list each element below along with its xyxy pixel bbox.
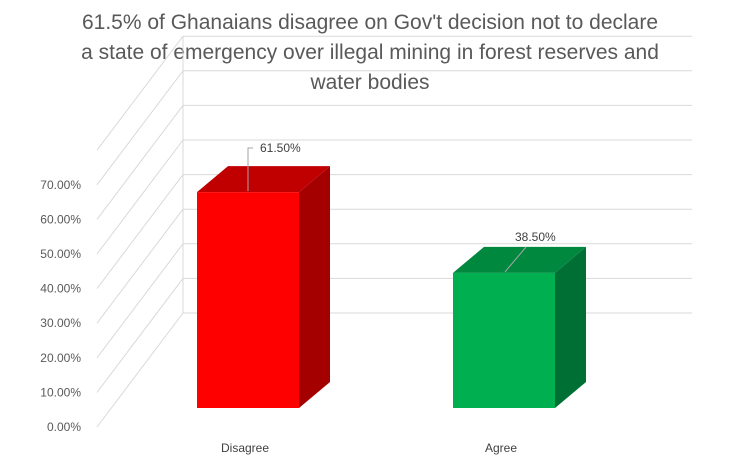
data-label-leader (247, 147, 253, 192)
gridline-diagonal (96, 208, 184, 324)
gridline-diagonal (96, 243, 184, 359)
chart-title-line-2: a state of emergency over illegal mining… (81, 41, 659, 64)
bar-top-disagree (197, 166, 330, 193)
bar-disagree (197, 192, 299, 408)
y-tick-label: 10.00% (40, 385, 81, 399)
chart-title: 61.5% of Ghanaians disagree on Gov't dec… (0, 8, 740, 98)
y-tick-label: 70.00% (40, 178, 81, 192)
bar-side-agree (555, 246, 586, 408)
data-label: 61.50% (260, 141, 301, 155)
y-tick-label: 50.00% (40, 247, 81, 261)
x-tick-label: Agree (485, 441, 517, 455)
gridline-diagonal (96, 312, 184, 428)
gridline-diagonal (96, 35, 184, 151)
gridline-diagonal (96, 139, 184, 255)
y-tick-label: 60.00% (40, 212, 81, 226)
gridline-diagonal (96, 105, 184, 220)
x-tick-label: Disagree (221, 441, 269, 455)
gridline-diagonal (96, 70, 184, 186)
data-label-leader (504, 246, 527, 273)
chart-title-line-1: 61.5% of Ghanaians disagree on Gov't dec… (81, 11, 659, 34)
y-tick-label: 30.00% (40, 316, 81, 330)
bar-side-disagree (299, 166, 330, 408)
gridline-diagonal (96, 174, 184, 289)
data-label: 38.50% (515, 230, 556, 244)
bar-agree (453, 272, 555, 408)
bar-top-agree (453, 246, 586, 273)
y-tick-label: 20.00% (40, 351, 81, 365)
y-tick-label: 40.00% (40, 282, 81, 296)
gridline-diagonal (96, 278, 184, 393)
chart-title-line-3: water bodies (310, 71, 430, 94)
y-tick-label: 0.00% (47, 420, 81, 434)
